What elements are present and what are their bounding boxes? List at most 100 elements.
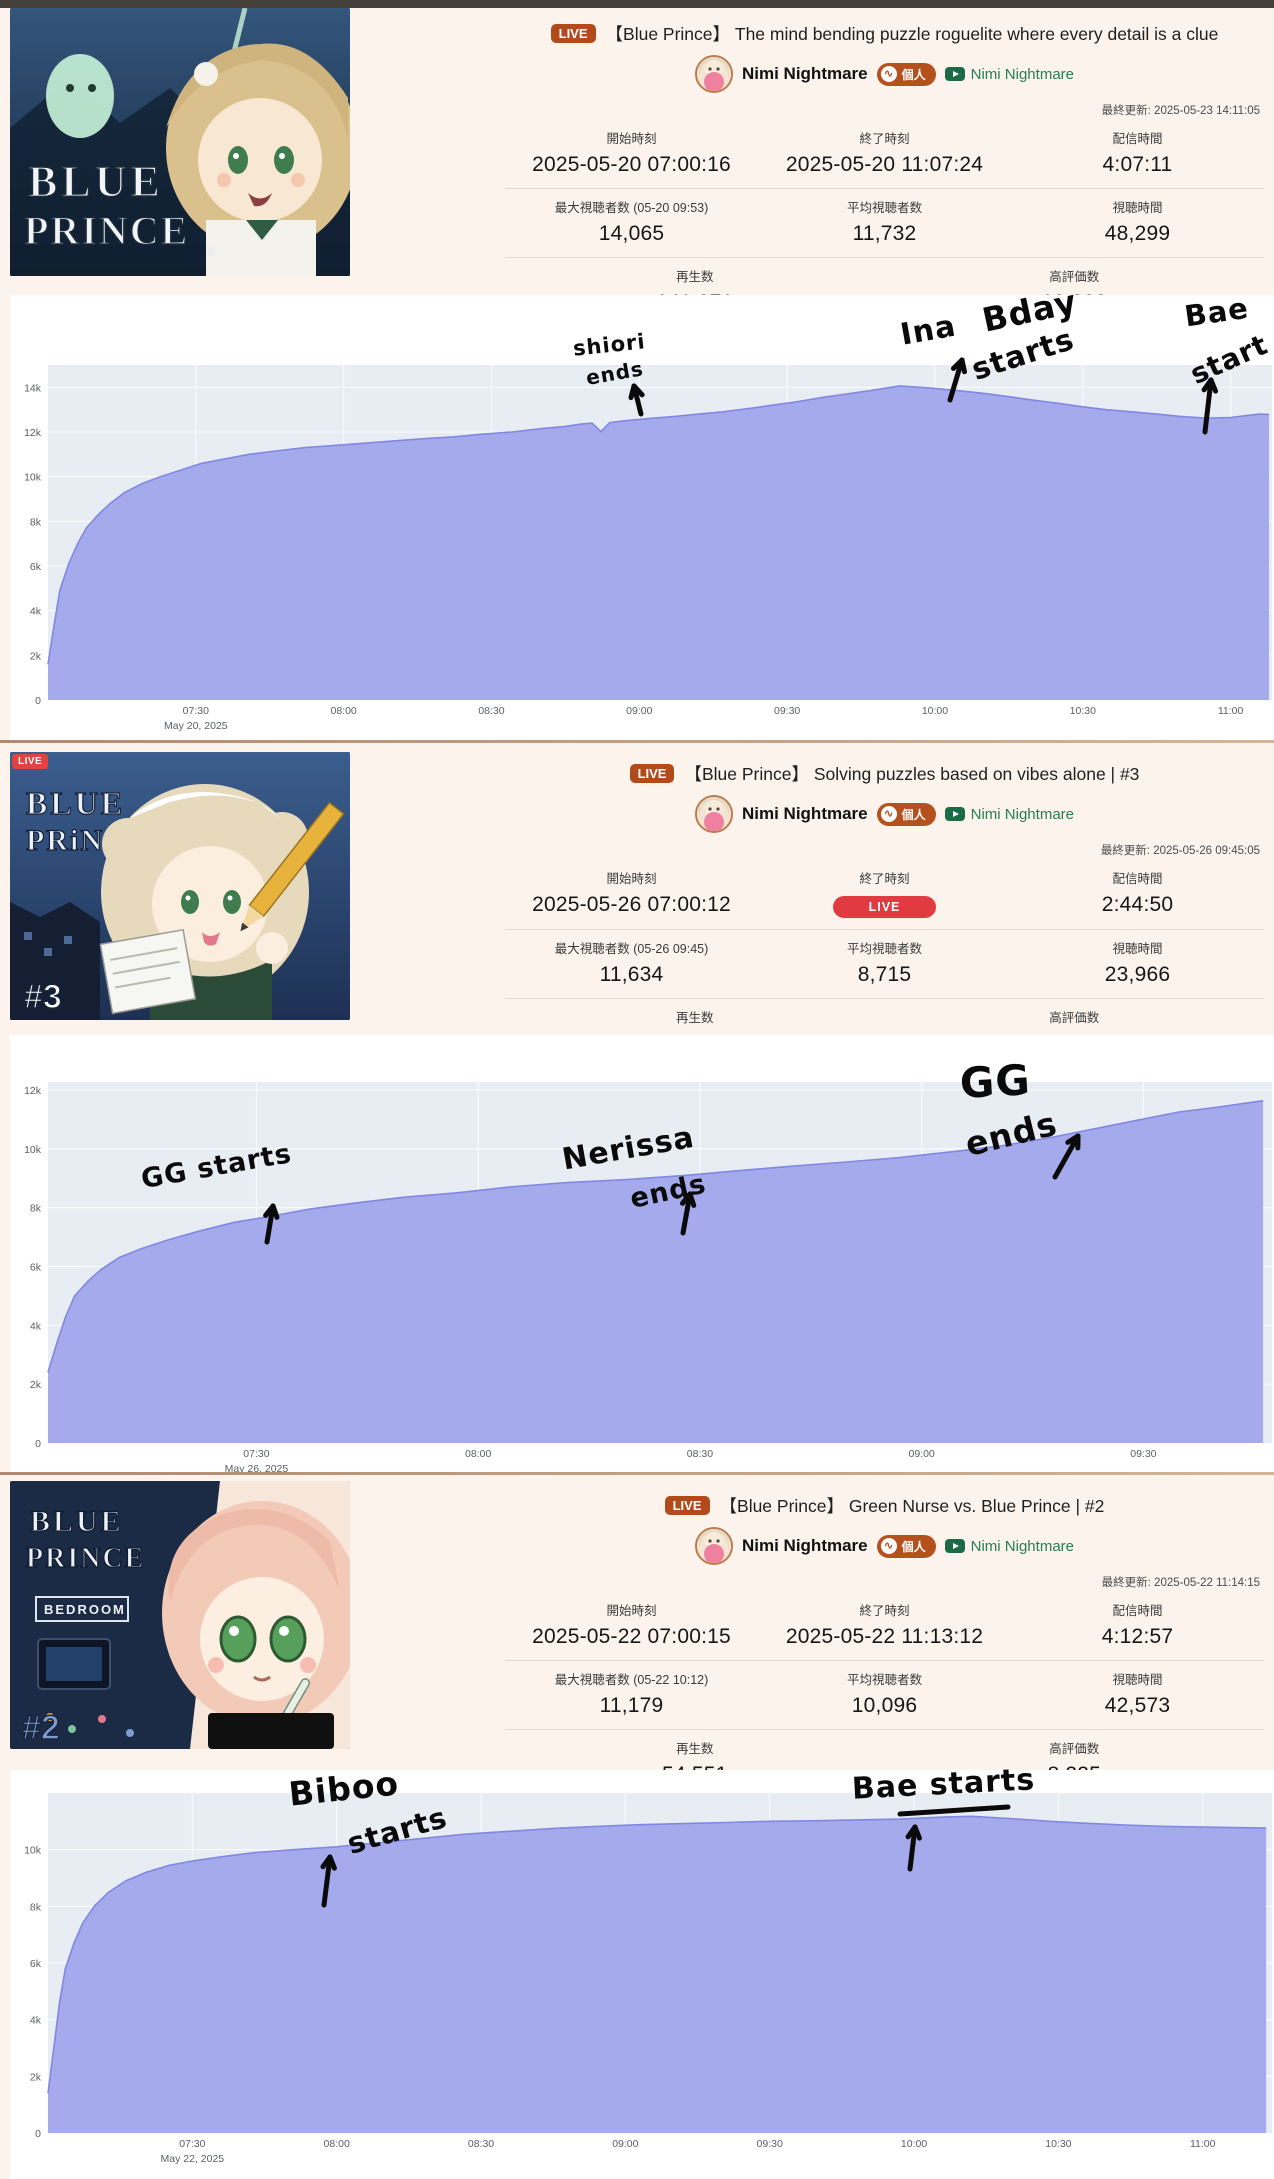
stream-thumbnail[interactable]: BLUE PRINCE ® [10,8,350,276]
channel-name[interactable]: Nimi Nightmare [741,64,868,83]
stats-row: 最大視聴者数 (05-26 09:45) 11,634 平均視聴者数 8,715 視聴時… [505,929,1264,998]
section-divider [0,1472,1274,1475]
stat-cell: 平均視聴者数 11,732 [758,197,1011,246]
thumbnail-number: #2 [22,1709,60,1747]
stat-cell: 開始時刻 2025-05-20 07:00:16 [505,128,758,177]
live-badge: LIVE [664,1496,710,1515]
stat-cell: 開始時刻 2025-05-26 07:00:12 [505,868,758,918]
stream-header: BLUE PRiNCE [0,743,1274,1068]
stat-cell: 配信時間 2:44:50 [1011,868,1264,918]
stream-info: LIVE 【Blue Prince】 The mind bending puzz… [505,8,1264,327]
channel-name[interactable]: Nimi Nightmare [741,1536,868,1555]
svg-text:10k: 10k [24,1845,42,1857]
stream-thumbnail[interactable]: BLUE PRINCE BEDROOM #2 [10,1481,350,1749]
youtube-channel-name: Nimi Nightmare [970,805,1074,823]
last-updated: 最終更新: 2025-05-22 11:14:15 [1101,1577,1260,1589]
last-updated: 最終更新: 2025-05-26 09:45:05 [1100,845,1260,857]
svg-text:09:30: 09:30 [1130,1448,1156,1460]
stat-cell: 視聴時間 23,966 [1011,938,1264,987]
stat-label: 最大視聴者数 (05-26 09:45) [554,942,709,956]
member-badge-label: 個人 [901,1539,926,1554]
girl-face [200,1577,324,1701]
avatar[interactable] [694,795,733,833]
stat-cell: 最大視聴者数 (05-20 09:53) 14,065 [505,197,758,246]
stat-cell: 最大視聴者数 (05-22 10:12) 11,179 [505,1669,758,1718]
member-badge: ∿ 個人 [876,802,936,826]
stat-cell: 視聴時間 48,299 [1011,197,1264,246]
member-badge-label: 個人 [901,807,926,822]
svg-text:12k: 12k [24,1085,42,1097]
viewer-chart[interactable]: 0 2k 4k 6k 8k 10k 12k 14k 07:30 08:00 08:30 09:00 09… [10,295,1274,740]
stream-header: BLUE PRINCE BEDROOM #2 [0,1475,1274,1799]
svg-text:07:30: 07:30 [179,2138,205,2150]
youtube-icon [944,67,965,81]
avatar[interactable] [694,55,733,93]
wave-icon: ∿ [880,806,897,822]
avatar-art [696,1529,731,1563]
stream-title[interactable]: 【Blue Prince】 Green Nurse vs. Blue Princ… [719,1496,1105,1516]
wave-icon: ∿ [880,66,897,82]
svg-text:08:00: 08:00 [324,2138,350,2150]
svg-text:10k: 10k [24,1144,42,1156]
stat-label: 終了時刻 [859,132,910,146]
stats-row: 開始時刻 2025-05-20 07:00:16 終了時刻 2025-05-20 11… [505,120,1264,188]
viewer-chart[interactable]: 0 2k 4k 6k 8k 10k 07:30 08:00 08:30 09:00 09:30 10:… [10,1770,1274,2179]
live-status-pill: LIVE [832,896,937,918]
stream-title[interactable]: 【Blue Prince】 The mind bending puzzle ro… [605,24,1219,44]
stat-label: 配信時間 [1112,132,1163,146]
svg-text:6k: 6k [30,1958,42,1970]
stat-value: 2025-05-26 07:00:12 [532,893,731,916]
stat-label: 開始時刻 [606,872,657,886]
svg-text:08:30: 08:30 [478,705,504,717]
thumbnail-title-line2: PRINCE [24,208,189,253]
ghost-icon [46,54,114,138]
stat-label: 開始時刻 [606,132,657,146]
svg-text:8k: 8k [30,516,42,528]
svg-text:2k: 2k [30,2071,42,2083]
stat-label: 視聴時間 [1112,1673,1163,1687]
youtube-icon [944,1539,965,1553]
stat-value: LIVE [758,893,1011,918]
viewer-chart-card: 0 2k 4k 6k 8k 10k 12k 14k 07:30 08:00 08:30 09:00 09… [10,295,1274,740]
youtube-link[interactable]: Nimi Nightmare [944,805,1074,823]
stat-value: 11,634 [599,963,664,986]
stat-label: 開始時刻 [606,1604,657,1618]
stream-title[interactable]: 【Blue Prince】 Solving puzzles based on v… [684,764,1140,784]
avatar[interactable] [694,1527,733,1565]
svg-text:6k: 6k [30,561,42,573]
svg-text:2k: 2k [30,1379,42,1391]
youtube-link[interactable]: Nimi Nightmare [944,66,1074,83]
svg-text:May 20, 2025: May 20, 2025 [164,720,228,732]
stream-section-1: BLUE PRINCE ® LIVE 【Blue Prince】 The min… [0,8,1274,740]
svg-text:09:00: 09:00 [909,1448,935,1460]
svg-text:4k: 4k [30,1320,42,1332]
svg-text:8k: 8k [30,1901,42,1913]
stream-thumbnail[interactable]: BLUE PRiNCE [10,752,350,1020]
stream-info: LIVE 【Blue Prince】 Green Nurse vs. Blue … [505,1475,1264,1799]
stat-cell: 平均視聴者数 8,715 [758,938,1011,987]
svg-text:07:30: 07:30 [183,705,209,717]
svg-text:11:00: 11:00 [1190,2138,1216,2150]
channel-name[interactable]: Nimi Nightmare [741,804,868,823]
avatar-art [696,57,731,91]
youtube-link[interactable]: Nimi Nightmare [944,1538,1074,1555]
stat-label: 最大視聴者数 (05-20 09:53) [554,201,709,215]
stat-label: 再生数 [675,1011,714,1025]
thumbnail-reg-mark: ® [206,245,215,259]
stat-value: 2025-05-22 11:13:12 [785,1625,984,1648]
avatar-art [696,797,731,831]
stat-label: 平均視聴者数 [846,942,922,956]
section-divider [0,740,1274,743]
stat-value: 48,299 [1104,222,1171,245]
member-badge-label: 個人 [901,67,926,82]
tablet-icon [208,1713,334,1749]
stat-label: 終了時刻 [859,1604,910,1618]
stat-label: 高評価数 [1049,1742,1100,1756]
stream-info: LIVE 【Blue Prince】 Solving puzzles based… [505,743,1264,1068]
stats-table: 開始時刻 2025-05-22 07:00:15 終了時刻 2025-05-22 11… [505,1592,1264,1799]
last-updated: 最終更新: 2025-05-23 14:11:05 [1101,105,1260,117]
stat-cell: 終了時刻 2025-05-22 11:13:12 [758,1600,1011,1649]
svg-text:11:00: 11:00 [1218,705,1244,717]
viewer-chart[interactable]: 0 2k 4k 6k 8k 10k 12k 07:30 08:00 08:30 09:00 09:30… [10,1035,1274,1472]
viewer-chart-card: 0 2k 4k 6k 8k 10k 07:30 08:00 08:30 09:00 09:30 10:… [10,1770,1274,2179]
